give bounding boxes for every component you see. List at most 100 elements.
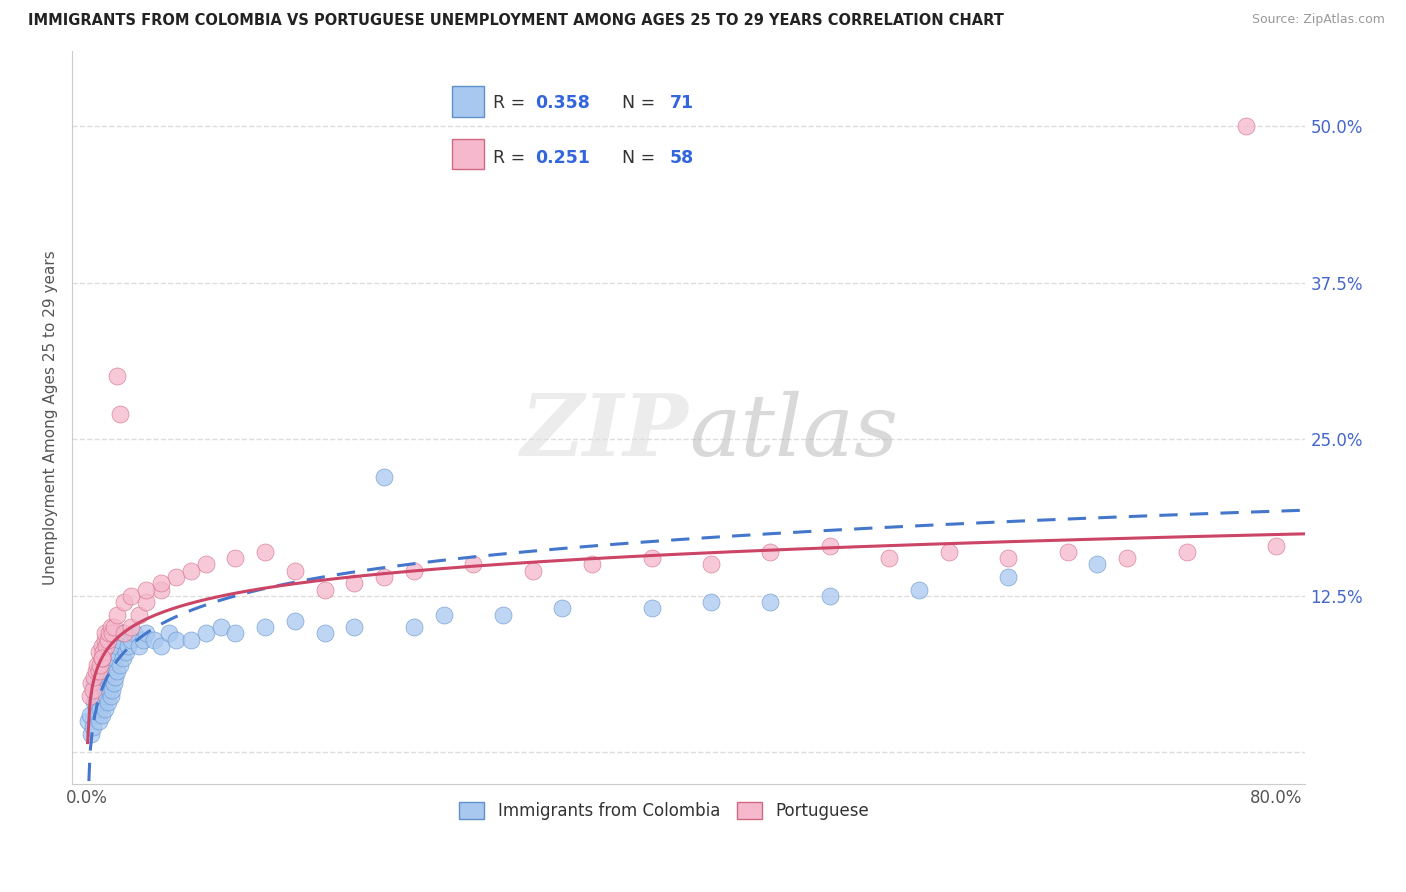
- Point: [114, 645, 136, 659]
- Point: [96, 664, 118, 678]
- Point: [89, 657, 111, 672]
- Point: [90, 689, 112, 703]
- Point: [343, 620, 366, 634]
- Point: [112, 595, 135, 609]
- Point: [135, 626, 157, 640]
- Point: [120, 620, 142, 634]
- Point: [165, 570, 187, 584]
- Point: [1175, 545, 1198, 559]
- Point: [522, 564, 544, 578]
- Point: [284, 564, 307, 578]
- Point: [79, 707, 101, 722]
- Point: [284, 614, 307, 628]
- Point: [93, 632, 115, 647]
- Point: [343, 576, 366, 591]
- Point: [117, 639, 139, 653]
- Point: [373, 469, 395, 483]
- Point: [87, 664, 110, 678]
- Point: [101, 682, 124, 697]
- Point: [101, 626, 124, 640]
- Point: [132, 632, 155, 647]
- Point: [105, 369, 128, 384]
- Point: [157, 626, 180, 640]
- Point: [96, 689, 118, 703]
- Point: [879, 551, 901, 566]
- Point: [373, 570, 395, 584]
- Point: [97, 670, 120, 684]
- Point: [194, 558, 217, 572]
- Point: [104, 645, 127, 659]
- Point: [402, 564, 425, 578]
- Point: [97, 695, 120, 709]
- Point: [1116, 551, 1139, 566]
- Point: [98, 657, 121, 672]
- Point: [82, 682, 104, 697]
- Point: [108, 407, 131, 421]
- Point: [80, 726, 103, 740]
- Point: [209, 620, 232, 634]
- Point: [551, 601, 574, 615]
- Point: [1056, 545, 1078, 559]
- Point: [93, 676, 115, 690]
- Point: [180, 564, 202, 578]
- Point: [97, 632, 120, 647]
- Point: [105, 607, 128, 622]
- Point: [818, 539, 841, 553]
- Legend: Immigrants from Colombia, Portuguese: Immigrants from Colombia, Portuguese: [453, 795, 876, 827]
- Point: [103, 676, 125, 690]
- Point: [77, 714, 100, 728]
- Point: [700, 595, 723, 609]
- Point: [93, 701, 115, 715]
- Point: [98, 682, 121, 697]
- Point: [254, 545, 277, 559]
- Point: [314, 582, 336, 597]
- Point: [150, 582, 173, 597]
- Point: [98, 626, 121, 640]
- Point: [103, 620, 125, 634]
- Point: [90, 651, 112, 665]
- Point: [84, 664, 107, 678]
- Point: [84, 689, 107, 703]
- Point: [100, 689, 122, 703]
- Point: [93, 626, 115, 640]
- Point: [128, 607, 150, 622]
- Point: [150, 576, 173, 591]
- Text: ZIP: ZIP: [520, 390, 689, 474]
- Point: [463, 558, 485, 572]
- Point: [108, 657, 131, 672]
- Point: [492, 607, 515, 622]
- Point: [150, 639, 173, 653]
- Point: [180, 632, 202, 647]
- Point: [86, 707, 108, 722]
- Point: [314, 626, 336, 640]
- Point: [83, 676, 105, 690]
- Point: [83, 670, 105, 684]
- Text: atlas: atlas: [689, 391, 898, 473]
- Point: [254, 620, 277, 634]
- Point: [82, 720, 104, 734]
- Point: [1264, 539, 1286, 553]
- Point: [224, 626, 246, 640]
- Point: [224, 551, 246, 566]
- Point: [84, 701, 107, 715]
- Point: [1085, 558, 1108, 572]
- Point: [581, 558, 603, 572]
- Point: [101, 657, 124, 672]
- Text: Source: ZipAtlas.com: Source: ZipAtlas.com: [1251, 13, 1385, 27]
- Point: [818, 589, 841, 603]
- Point: [90, 651, 112, 665]
- Point: [112, 626, 135, 640]
- Point: [640, 601, 662, 615]
- Point: [96, 639, 118, 653]
- Point: [91, 645, 114, 659]
- Point: [87, 714, 110, 728]
- Point: [135, 582, 157, 597]
- Point: [165, 632, 187, 647]
- Point: [86, 657, 108, 672]
- Point: [1234, 119, 1257, 133]
- Point: [105, 639, 128, 653]
- Point: [100, 664, 122, 678]
- Point: [142, 632, 165, 647]
- Point: [79, 689, 101, 703]
- Point: [640, 551, 662, 566]
